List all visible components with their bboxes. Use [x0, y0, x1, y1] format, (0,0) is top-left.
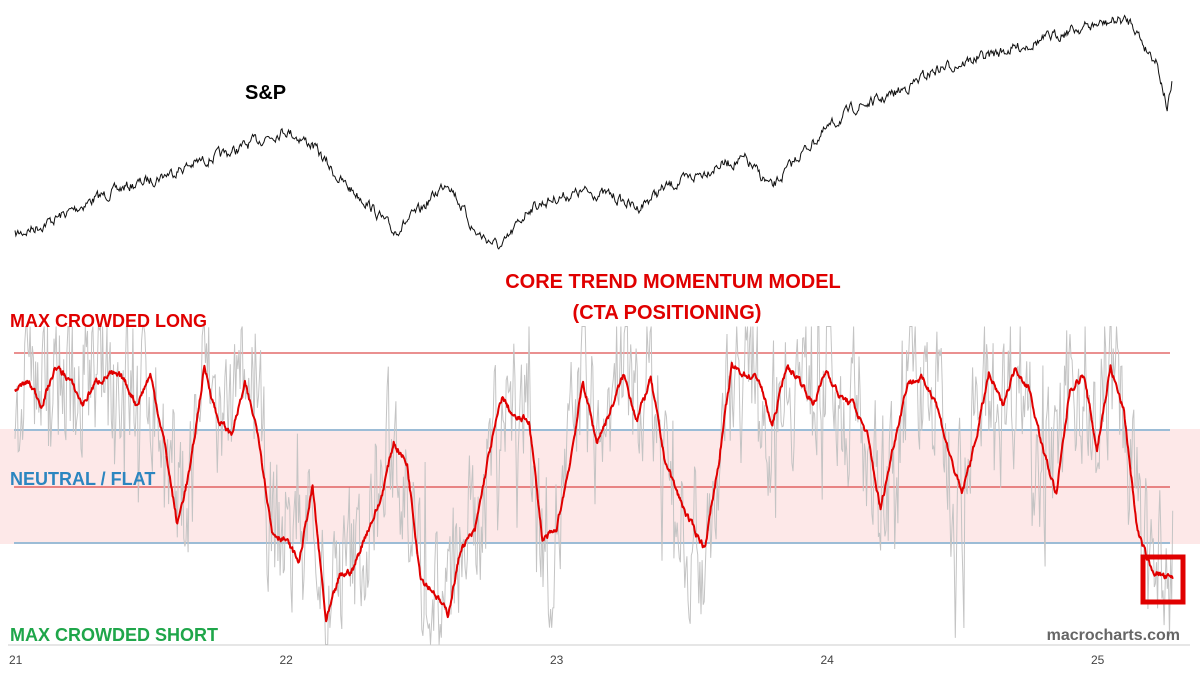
x-tick-label-22: 22 [280, 653, 294, 667]
latest-reading-highlight-box [1140, 554, 1186, 605]
model-title-line2: (CTA POSITIONING) [573, 302, 762, 324]
watermark: macrocharts.com [1047, 627, 1180, 644]
sp500-price-series [14, 14, 1173, 250]
x-axis-ticks: 21 22 23 24 25 [9, 653, 1105, 667]
model-title-line1: CORE TREND MOMENTUM MODEL [505, 271, 841, 293]
x-tick-label-24: 24 [821, 653, 835, 667]
x-tick-label-21: 21 [9, 653, 23, 667]
sp500-label: S&P [245, 82, 286, 104]
momentum-series [14, 361, 1174, 623]
max-crowded-short-label: MAX CROWDED SHORT [10, 625, 218, 645]
x-tick-label-23: 23 [550, 653, 564, 667]
momentum-line [14, 361, 1174, 623]
sp500-line [14, 14, 1173, 250]
max-crowded-long-label: MAX CROWDED LONG [10, 311, 207, 331]
x-tick-label-25: 25 [1091, 653, 1105, 667]
neutral-flat-label: NEUTRAL / FLAT [10, 469, 155, 489]
